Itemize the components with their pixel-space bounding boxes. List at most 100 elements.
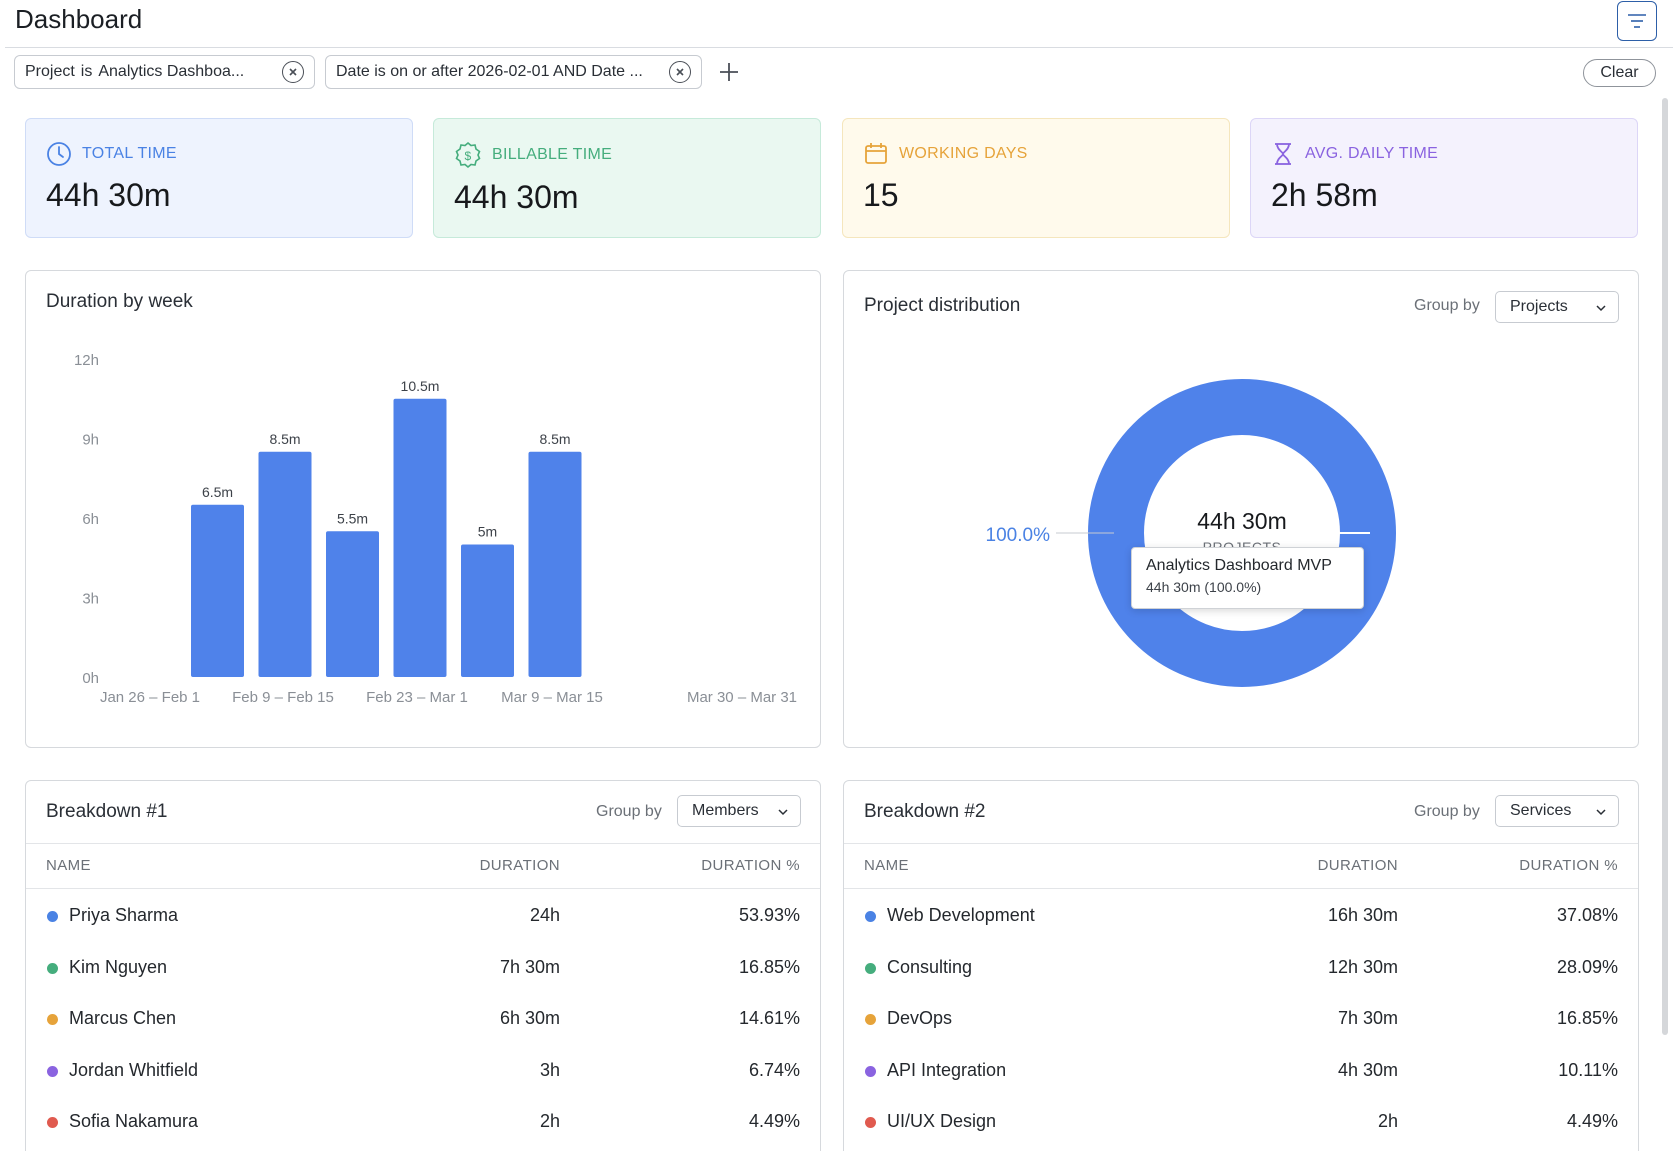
stat-value: 44h 30m bbox=[46, 177, 171, 213]
color-dot bbox=[47, 1117, 58, 1128]
project-donut-chart: 100.0% 44h 30m PROJECTS bbox=[986, 379, 1396, 687]
color-dot bbox=[865, 962, 876, 974]
row-duration: 12h 30m bbox=[1327, 956, 1398, 977]
row-duration: 7h 30m bbox=[499, 956, 560, 977]
row-percent: 4.49% bbox=[1566, 1111, 1618, 1131]
duration-chart-card: Duration by week 0h 3h 6h 9h 12h 6.5m 8.5m 5.5m… bbox=[25, 270, 821, 748]
scrollbar[interactable] bbox=[1662, 98, 1668, 1035]
group-by-label: Group by bbox=[1414, 803, 1480, 820]
row-name: DevOps bbox=[887, 1008, 953, 1028]
bar-value-label: 6.5m bbox=[202, 484, 233, 500]
bar[interactable] bbox=[528, 451, 582, 677]
row-name: Marcus Chen bbox=[69, 1008, 177, 1028]
row-percent: 4.49% bbox=[748, 1111, 800, 1131]
stat-card-total-time: TOTAL TIME 44h 30m bbox=[25, 118, 413, 238]
column-header-percent[interactable]: DURATION % bbox=[1519, 857, 1618, 874]
group-by-select[interactable]: Members bbox=[677, 795, 801, 827]
breakdown-title: Breakdown #1 bbox=[46, 801, 168, 822]
table-header: NAME DURATION DURATION % bbox=[26, 843, 820, 889]
filter-field: Project bbox=[25, 63, 75, 80]
chart-title: Duration by week bbox=[46, 291, 193, 312]
project-distribution-card: Project distribution Group by Projects 1… bbox=[843, 270, 1639, 748]
filter-value: Analytics Dashboa... bbox=[98, 63, 245, 80]
calendar-icon bbox=[865, 143, 887, 164]
column-header-percent[interactable]: DURATION % bbox=[701, 857, 800, 874]
color-dot bbox=[865, 1117, 876, 1128]
donut-center-value: 44h 30m bbox=[1197, 508, 1287, 534]
stat-label: BILLABLE TIME bbox=[492, 146, 613, 163]
group-by-label: Group by bbox=[596, 803, 662, 820]
table-row[interactable]: DevOps 7h 30m 16.85% bbox=[844, 994, 1638, 1045]
row-duration: 24h bbox=[529, 905, 560, 925]
bar[interactable] bbox=[393, 398, 447, 677]
duration-bar-chart: 0h 3h 6h 9h 12h 6.5m 8.5m 5.5m 10.5m 5m 8.5m Jan 26… bbox=[74, 352, 797, 706]
filter-chip-date[interactable]: Date is on or after 2026-02-01 AND Date … bbox=[325, 55, 702, 89]
remove-filter-icon[interactable] bbox=[669, 61, 691, 83]
row-percent: 16.85% bbox=[1556, 1008, 1618, 1028]
bar[interactable] bbox=[326, 531, 379, 677]
add-filter-button[interactable] bbox=[714, 57, 744, 87]
filter-bar: Project is Analytics Dashboa... Date is on… bbox=[0, 55, 1680, 93]
table-row[interactable]: Priya Sharma 24h 53.93% bbox=[26, 891, 820, 942]
table-row[interactable]: Sofia Nakamura 2h 4.49% bbox=[26, 1097, 820, 1148]
row-name: Jordan Whitfield bbox=[69, 1059, 199, 1080]
table-row[interactable]: Web Development 16h 30m 37.08% bbox=[844, 891, 1638, 942]
chevron-down-icon bbox=[778, 809, 788, 816]
breakdown-2-card: Breakdown #2 Group by Services NAME DURA… bbox=[843, 780, 1639, 1151]
row-percent: 16.85% bbox=[738, 956, 800, 977]
filter-menu-button[interactable] bbox=[1617, 1, 1657, 41]
stat-value: 44h 30m bbox=[454, 179, 579, 215]
svg-text:$: $ bbox=[465, 149, 472, 163]
clock-icon bbox=[47, 142, 71, 166]
row-percent: 6.74% bbox=[748, 1059, 800, 1080]
color-dot bbox=[865, 1014, 876, 1025]
x-tick-label: Jan 26 – Feb 1 bbox=[100, 689, 200, 706]
stat-card-billable-time: $ BILLABLE TIME 44h 30m bbox=[433, 118, 821, 238]
table-row[interactable]: Kim Nguyen 7h 30m 16.85% bbox=[26, 943, 820, 994]
bar-value-label: 8.5m bbox=[269, 431, 300, 447]
row-duration: 3h bbox=[539, 1059, 560, 1080]
plus-icon bbox=[720, 63, 738, 81]
stat-label: TOTAL TIME bbox=[82, 145, 177, 162]
table-row[interactable]: Consulting 12h 30m 28.09% bbox=[844, 943, 1638, 994]
dollar-badge-icon: $ bbox=[455, 141, 481, 169]
column-header-duration[interactable]: DURATION bbox=[1317, 857, 1398, 874]
group-by-select[interactable]: Services bbox=[1495, 795, 1619, 827]
column-header-name[interactable]: NAME bbox=[864, 857, 909, 874]
bar-value-label: 10.5m bbox=[401, 378, 440, 394]
stat-card-avg-daily-time: AVG. DAILY TIME 2h 58m bbox=[1250, 118, 1638, 238]
column-header-name[interactable]: NAME bbox=[46, 857, 91, 874]
stat-value: 2h 58m bbox=[1271, 177, 1378, 213]
x-tick-label: Mar 30 – Mar 31 bbox=[687, 689, 797, 706]
filter-lines-icon bbox=[1628, 14, 1646, 28]
filter-chip-project[interactable]: Project is Analytics Dashboa... bbox=[14, 55, 315, 89]
table-row[interactable]: Jordan Whitfield 3h 6.74% bbox=[26, 1046, 820, 1097]
group-by-value: Projects bbox=[1510, 298, 1568, 315]
bar-value-label: 8.5m bbox=[539, 431, 570, 447]
bar[interactable] bbox=[191, 504, 244, 677]
breakdown-1-card: Breakdown #1 Group by Members NAME DURAT… bbox=[25, 780, 821, 1151]
table-row[interactable]: UI/UX Design 2h 4.49% bbox=[844, 1097, 1638, 1148]
group-by-value: Members bbox=[692, 802, 759, 819]
row-duration: 16h 30m bbox=[1327, 905, 1398, 925]
tooltip-title: Analytics Dashboard MVP bbox=[1146, 557, 1332, 574]
group-by-select[interactable]: Projects bbox=[1495, 291, 1619, 323]
y-tick-label: 6h bbox=[82, 511, 99, 528]
table-row[interactable]: API Integration 4h 30m 10.11% bbox=[844, 1046, 1638, 1097]
row-percent: 37.08% bbox=[1556, 905, 1618, 925]
table-header: NAME DURATION DURATION % bbox=[844, 843, 1638, 889]
remove-filter-icon[interactable] bbox=[282, 61, 304, 83]
bar[interactable] bbox=[461, 544, 514, 678]
tooltip-value: 44h 30m (100.0%) bbox=[1146, 579, 1262, 595]
filter-chip-date-text: Date is on or after 2026-02-01 AND Date … bbox=[336, 63, 643, 80]
row-name: UI/UX Design bbox=[887, 1111, 997, 1131]
row-duration: 6h 30m bbox=[499, 1008, 560, 1028]
row-name: Consulting bbox=[887, 956, 973, 977]
table-row[interactable]: Marcus Chen 6h 30m 14.61% bbox=[26, 994, 820, 1045]
clear-filters-button[interactable]: Clear bbox=[1583, 59, 1656, 87]
slice-percent-label: 100.0% bbox=[986, 525, 1051, 546]
bar[interactable] bbox=[258, 451, 312, 677]
column-header-duration[interactable]: DURATION bbox=[479, 857, 560, 874]
page-header: Dashboard bbox=[5, 0, 1673, 48]
y-tick-label: 12h bbox=[74, 352, 99, 369]
